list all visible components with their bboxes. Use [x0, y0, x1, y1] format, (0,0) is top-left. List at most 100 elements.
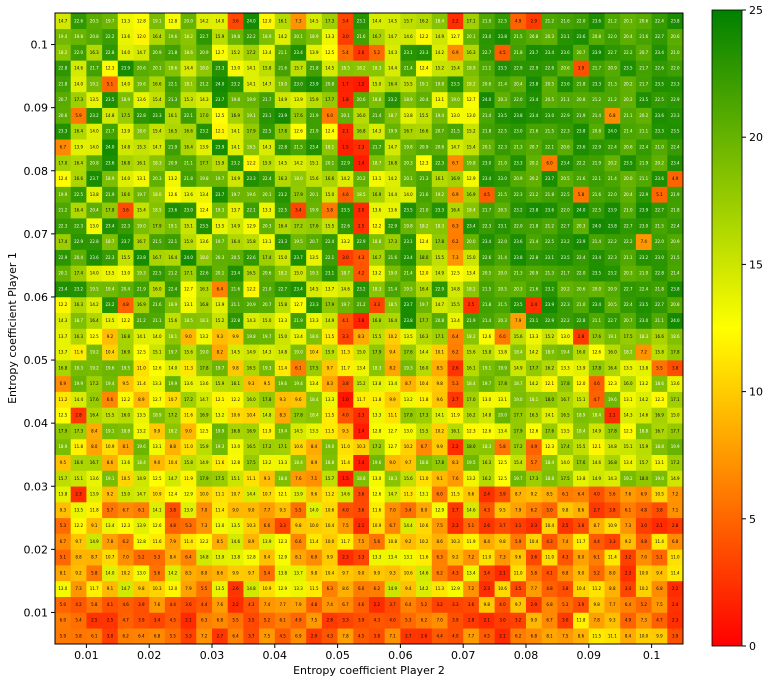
- heatmap-cell: [70, 312, 87, 329]
- heatmap-cell: [149, 328, 166, 345]
- cell-value-label: 20.6: [482, 81, 491, 86]
- cell-value-label: 18.8: [372, 97, 381, 102]
- cell-value-label: 17.7: [419, 318, 428, 323]
- cell-value-label: 14.9: [200, 460, 209, 465]
- heatmap-cell: [70, 328, 87, 345]
- cell-value-label: 15.2: [545, 334, 554, 339]
- cell-value-label: 14.9: [435, 271, 444, 276]
- cell-value-label: 9.0: [578, 570, 585, 575]
- cell-value-label: 16.4: [74, 129, 83, 134]
- cell-value-label: 20.8: [529, 34, 538, 39]
- heatmap-cell: [541, 596, 558, 613]
- cell-value-label: 22.0: [576, 18, 585, 23]
- heatmap-cell: [306, 391, 323, 408]
- cell-value-label: 13.4: [388, 381, 397, 386]
- y-tick-label: 0.04: [24, 417, 49, 430]
- heatmap-cell: [259, 549, 276, 566]
- cell-value-label: 3.8: [342, 381, 349, 386]
- heatmap-cell: [353, 375, 370, 392]
- heatmap-cell: [290, 596, 307, 613]
- cell-value-label: 23.7: [545, 176, 554, 181]
- cell-value-label: 12.2: [58, 302, 67, 307]
- heatmap-cell: [86, 344, 103, 361]
- heatmap-cell: [478, 486, 495, 503]
- cell-value-label: 17.8: [435, 460, 444, 465]
- cell-value-label: 4.1: [107, 602, 114, 607]
- cell-value-label: 9.6: [311, 492, 318, 497]
- cell-value-label: 6.8: [656, 586, 663, 591]
- cell-value-label: 20.5: [545, 97, 554, 102]
- cell-value-label: 22.9: [341, 160, 350, 165]
- cell-value-label: 20.5: [90, 18, 99, 23]
- heatmap-cell: [196, 517, 213, 534]
- cell-value-label: 6.2: [421, 618, 428, 623]
- cell-value-label: 21.9: [294, 318, 303, 323]
- heatmap-cell: [227, 391, 244, 408]
- cell-value-label: 14.8: [262, 413, 271, 418]
- cell-value-label: 10.7: [262, 492, 271, 497]
- heatmap-cell: [290, 612, 307, 629]
- cell-value-label: 2.1: [499, 570, 506, 575]
- heatmap-cell: [212, 438, 228, 455]
- heatmap-cell: [416, 596, 433, 613]
- cell-value-label: 22.3: [105, 255, 114, 260]
- cell-value-label: 21.9: [576, 113, 585, 118]
- cell-value-label: 13.0: [215, 523, 224, 528]
- heatmap-cell: [604, 596, 621, 613]
- cell-value-label: 5.1: [60, 555, 67, 560]
- cell-value-label: 13.0: [231, 66, 240, 71]
- heatmap-cell: [212, 596, 228, 613]
- cell-value-label: 16.8: [608, 460, 617, 465]
- heatmap-cell: [400, 328, 417, 345]
- cell-value-label: 20.1: [294, 34, 303, 39]
- cell-value-label: 17.9: [58, 428, 67, 433]
- cell-value-label: 21.9: [467, 318, 476, 323]
- cell-value-label: 20.8: [592, 34, 601, 39]
- cell-value-label: 11.4: [137, 381, 146, 386]
- cell-value-label: 21.6: [592, 192, 601, 197]
- cell-value-label: 19.1: [153, 18, 162, 23]
- cell-value-label: 2.5: [358, 223, 365, 228]
- cell-value-label: 21.6: [529, 129, 538, 134]
- heatmap-cell: [400, 549, 417, 566]
- cell-value-label: 20.6: [58, 113, 67, 118]
- cell-value-label: 13.1: [624, 397, 633, 402]
- heatmap-cell: [117, 375, 134, 392]
- cell-value-label: 11.6: [419, 555, 428, 560]
- heatmap-cell: [164, 580, 181, 597]
- cell-value-label: 19.6: [372, 460, 381, 465]
- cell-value-label: 23.1: [262, 113, 271, 118]
- heatmap-cell: [180, 580, 197, 597]
- heatmap-cell: [510, 612, 527, 629]
- heatmap-cell: [164, 517, 181, 534]
- heatmap-cell: [306, 628, 323, 645]
- cell-value-label: 18.3: [388, 476, 397, 481]
- heatmap-cell: [541, 438, 558, 455]
- cell-value-label: 18.3: [435, 223, 444, 228]
- cell-value-label: 19.1: [105, 476, 114, 481]
- heatmap-cell: [463, 438, 480, 455]
- heatmap-cell: [620, 580, 637, 597]
- heatmap-cell: [86, 533, 103, 550]
- cell-value-label: 17.3: [74, 97, 83, 102]
- heatmap-cell: [431, 549, 448, 566]
- cell-value-label: 23.3: [419, 50, 428, 55]
- cell-value-label: 21.6: [529, 286, 538, 291]
- cell-value-label: 20.9: [200, 50, 209, 55]
- heatmap-cell: [400, 486, 417, 503]
- cell-value-label: 8.4: [484, 539, 491, 544]
- cell-value-label: 15.5: [576, 444, 585, 449]
- cell-value-label: 13.2: [262, 460, 271, 465]
- cell-value-label: 2.9: [311, 634, 318, 639]
- cell-value-label: 11.5: [310, 586, 319, 591]
- cell-value-label: 2.2: [452, 18, 459, 23]
- cell-value-label: 22.4: [608, 144, 617, 149]
- cell-value-label: 16.2: [545, 365, 554, 370]
- cell-value-label: 13.3: [262, 208, 271, 213]
- cell-value-label: 18.4: [467, 381, 476, 386]
- cell-value-label: 20.3: [262, 223, 271, 228]
- cell-value-label: 9.9: [154, 428, 161, 433]
- heatmap-cell: [86, 375, 103, 392]
- cell-value-label: 15.5: [325, 223, 334, 228]
- heatmap-cell: [400, 517, 417, 534]
